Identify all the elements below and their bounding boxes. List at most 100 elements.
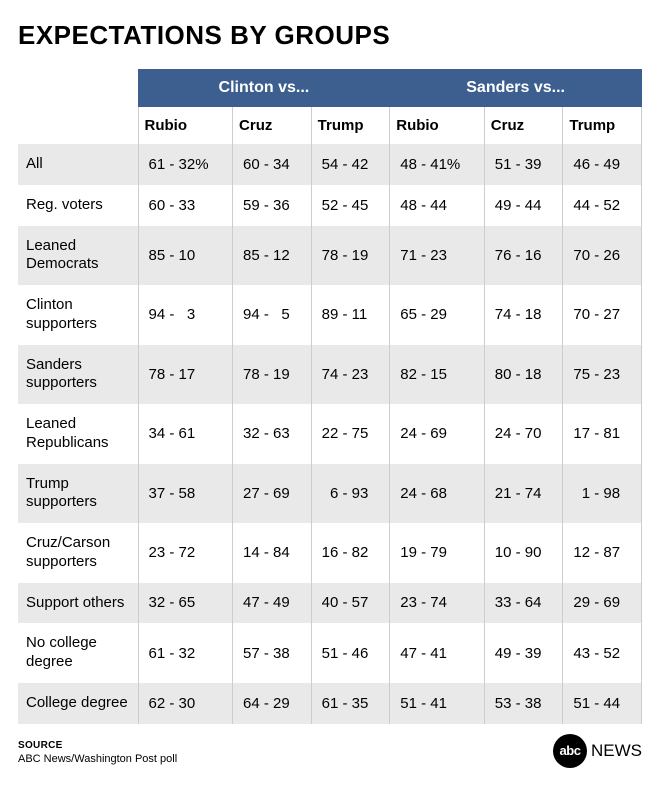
table-row: Leaned Democrats85 - 1085 - 1278 - 1971 … <box>18 226 642 286</box>
cell-value: 53 - 38 <box>484 683 563 724</box>
cell-value: 17 - 81 <box>563 404 642 464</box>
cell-value: 46 - 49 <box>563 144 642 185</box>
col-header: Cruz <box>233 107 312 144</box>
row-label: Cruz/Carson supporters <box>18 523 138 583</box>
cell-value: 12 - 87 <box>563 523 642 583</box>
cell-value: 61 - 32 <box>138 623 233 683</box>
table-row: Sanders supporters78 - 1778 - 1974 - 238… <box>18 345 642 405</box>
cell-value: 65 - 29 <box>390 285 485 345</box>
cell-value: 59 - 36 <box>233 185 312 226</box>
cell-value: 22 - 75 <box>311 404 390 464</box>
row-label: Trump supporters <box>18 464 138 524</box>
col-header: Rubio <box>390 107 485 144</box>
news-text: NEWS <box>591 741 642 761</box>
row-label: Support others <box>18 583 138 624</box>
cell-value: 61 - 32% <box>138 144 233 185</box>
col-header: Trump <box>563 107 642 144</box>
cell-value: 33 - 64 <box>484 583 563 624</box>
cell-value: 60 - 33 <box>138 185 233 226</box>
cell-value: 21 - 74 <box>484 464 563 524</box>
col-header: Trump <box>311 107 390 144</box>
table-row: No college degree61 - 3257 - 3851 - 4647… <box>18 623 642 683</box>
cell-value: 16 - 82 <box>311 523 390 583</box>
cell-value: 49 - 44 <box>484 185 563 226</box>
cell-value: 32 - 65 <box>138 583 233 624</box>
row-label: College degree <box>18 683 138 724</box>
cell-value: 51 - 39 <box>484 144 563 185</box>
cell-value: 14 - 84 <box>233 523 312 583</box>
cell-value: 52 - 45 <box>311 185 390 226</box>
blank-corner <box>18 69 138 107</box>
table-row: Reg. voters60 - 3359 - 3652 - 4548 - 444… <box>18 185 642 226</box>
table-body: All61 - 32%60 - 3454 - 4248 - 41%51 - 39… <box>18 144 642 724</box>
clinton-header: Clinton vs... <box>138 69 390 107</box>
expectations-table: Clinton vs... Sanders vs... Rubio Cruz T… <box>18 69 642 724</box>
cell-value: 51 - 46 <box>311 623 390 683</box>
cell-value: 48 - 41% <box>390 144 485 185</box>
cell-value: 40 - 57 <box>311 583 390 624</box>
cell-value: 78 - 19 <box>233 345 312 405</box>
table-row: College degree62 - 3064 - 2961 - 3551 - … <box>18 683 642 724</box>
cell-value: 23 - 74 <box>390 583 485 624</box>
row-label: Leaned Democrats <box>18 226 138 286</box>
sanders-header: Sanders vs... <box>390 69 642 107</box>
cell-value: 94 - 5 <box>233 285 312 345</box>
cell-value: 37 - 58 <box>138 464 233 524</box>
cell-value: 78 - 19 <box>311 226 390 286</box>
cell-value: 47 - 49 <box>233 583 312 624</box>
cell-value: 10 - 90 <box>484 523 563 583</box>
cell-value: 75 - 23 <box>563 345 642 405</box>
cell-value: 6 - 93 <box>311 464 390 524</box>
cell-value: 70 - 26 <box>563 226 642 286</box>
cell-value: 49 - 39 <box>484 623 563 683</box>
cell-value: 80 - 18 <box>484 345 563 405</box>
cell-value: 74 - 18 <box>484 285 563 345</box>
row-label: Clinton supporters <box>18 285 138 345</box>
blank-subcorner <box>18 107 138 144</box>
cell-value: 24 - 70 <box>484 404 563 464</box>
cell-value: 70 - 27 <box>563 285 642 345</box>
cell-value: 23 - 72 <box>138 523 233 583</box>
source-text: ABC News/Washington Post poll <box>18 753 642 765</box>
cell-value: 64 - 29 <box>233 683 312 724</box>
cell-value: 61 - 35 <box>311 683 390 724</box>
cell-value: 29 - 69 <box>563 583 642 624</box>
table-row: Clinton supporters94 - 394 - 589 - 1165 … <box>18 285 642 345</box>
row-label: Reg. voters <box>18 185 138 226</box>
cell-value: 74 - 23 <box>311 345 390 405</box>
cell-value: 32 - 63 <box>233 404 312 464</box>
cell-value: 43 - 52 <box>563 623 642 683</box>
cell-value: 34 - 61 <box>138 404 233 464</box>
row-label: All <box>18 144 138 185</box>
cell-value: 51 - 41 <box>390 683 485 724</box>
col-header: Rubio <box>138 107 233 144</box>
cell-value: 57 - 38 <box>233 623 312 683</box>
col-header: Cruz <box>484 107 563 144</box>
row-label: No college degree <box>18 623 138 683</box>
footer: SOURCE ABC News/Washington Post poll abc… <box>18 740 642 765</box>
cell-value: 24 - 68 <box>390 464 485 524</box>
cell-value: 78 - 17 <box>138 345 233 405</box>
cell-value: 1 - 98 <box>563 464 642 524</box>
cell-value: 94 - 3 <box>138 285 233 345</box>
cell-value: 82 - 15 <box>390 345 485 405</box>
cell-value: 54 - 42 <box>311 144 390 185</box>
cell-value: 62 - 30 <box>138 683 233 724</box>
source-label: SOURCE <box>18 740 642 751</box>
table-row: Cruz/Carson supporters23 - 7214 - 8416 -… <box>18 523 642 583</box>
cell-value: 47 - 41 <box>390 623 485 683</box>
cell-value: 19 - 79 <box>390 523 485 583</box>
cell-value: 27 - 69 <box>233 464 312 524</box>
cell-value: 24 - 69 <box>390 404 485 464</box>
cell-value: 85 - 10 <box>138 226 233 286</box>
cell-value: 60 - 34 <box>233 144 312 185</box>
table-row: All61 - 32%60 - 3454 - 4248 - 41%51 - 39… <box>18 144 642 185</box>
row-label: Sanders supporters <box>18 345 138 405</box>
table-row: Leaned Republicans34 - 6132 - 6322 - 752… <box>18 404 642 464</box>
abc-circle-icon: abc <box>553 734 587 768</box>
table-row: Trump supporters37 - 5827 - 69 6 - 9324 … <box>18 464 642 524</box>
row-label: Leaned Republicans <box>18 404 138 464</box>
cell-value: 51 - 44 <box>563 683 642 724</box>
cell-value: 89 - 11 <box>311 285 390 345</box>
cell-value: 48 - 44 <box>390 185 485 226</box>
